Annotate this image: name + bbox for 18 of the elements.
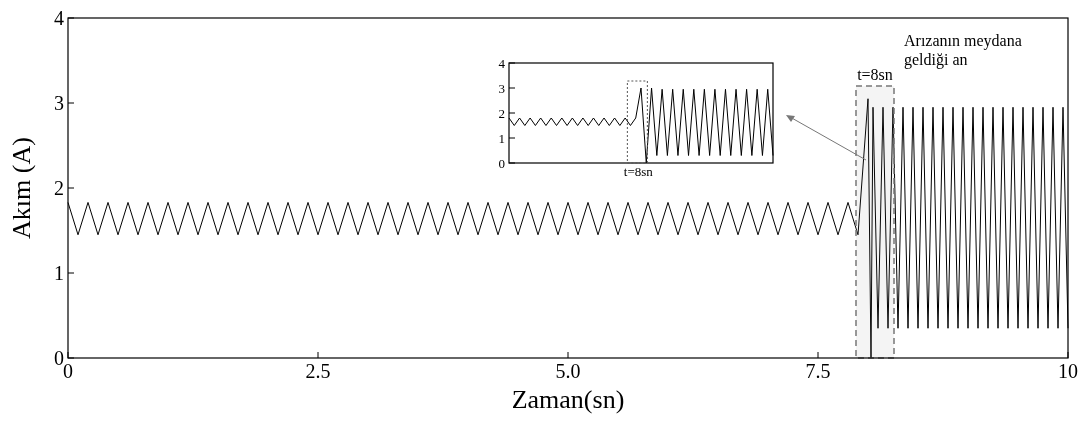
y-tick-label: 2 xyxy=(498,105,505,121)
y-tick-label: 3 xyxy=(498,80,505,96)
y-tick-label: 3 xyxy=(54,92,64,114)
x-tick-label: 10 xyxy=(1058,360,1078,382)
x-tick-label: 7.5 xyxy=(805,360,831,382)
annotation: t=8sn xyxy=(623,164,654,179)
y-tick-label: 2 xyxy=(54,177,64,199)
x-tick-label: 2.5 xyxy=(305,360,331,382)
y-tick-label: 4 xyxy=(54,7,64,29)
band-label: t=8sn xyxy=(857,66,893,83)
y-tick-label: 1 xyxy=(54,262,64,284)
x-tick-label: 5.0 xyxy=(555,360,581,382)
y-tick-label: 1 xyxy=(498,130,505,146)
y-axis-title: Akım (A) xyxy=(7,137,36,239)
y-tick-label: 0 xyxy=(498,155,505,171)
annotation: Arızanın meydana geldiği an xyxy=(904,32,1022,69)
x-axis-title: Zaman(sn) xyxy=(511,385,625,414)
y-tick-label: 4 xyxy=(498,55,506,71)
